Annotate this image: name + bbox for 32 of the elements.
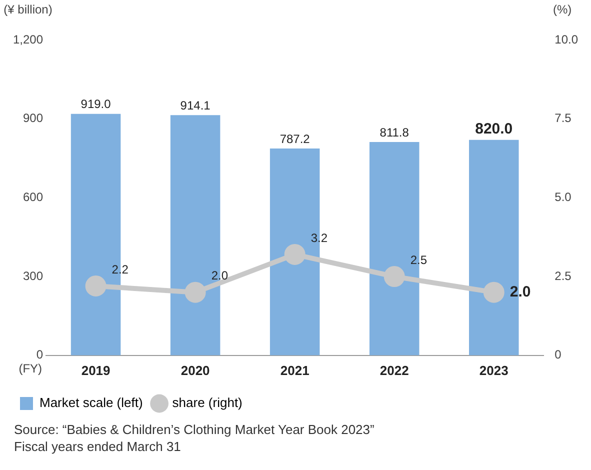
y2-tick-label: 5.0	[554, 190, 572, 204]
point	[384, 266, 405, 288]
y-tick-label: 1,200	[13, 32, 44, 46]
y2-tick-label: 2.5	[554, 268, 572, 283]
point	[85, 276, 106, 297]
x-tick-label: 2023	[479, 362, 508, 378]
y-tick-label: 300	[23, 268, 44, 283]
x-tick-label: 2021	[280, 362, 310, 378]
point	[483, 282, 504, 303]
legend-label: share (right)	[172, 395, 242, 410]
x-tick-label: 2022	[380, 362, 409, 378]
y-tick-label: 0	[36, 348, 44, 362]
data-label: 811.8	[380, 125, 410, 140]
y-tick-label: 600	[23, 190, 44, 204]
data-label: 919.0	[80, 97, 112, 112]
source-note: Source: “Babies & Children’s Clothing Market Year Book 2023”	[14, 422, 376, 437]
point	[284, 244, 306, 265]
y-axis-title: (¥ billion)	[4, 2, 52, 16]
x-axis-title: (FY)	[18, 362, 42, 376]
data-label: 914.1	[180, 98, 211, 112]
x-tick-label: 2019	[81, 362, 110, 378]
x-tick-label: 2020	[180, 362, 210, 378]
y2-axis-title: (%)	[552, 2, 572, 16]
data-label: 787.2	[280, 132, 310, 146]
data-label: 820.0	[475, 120, 513, 138]
text: Fiscal years ended March 31	[14, 439, 182, 454]
y2-tick-label: 10.0	[554, 32, 578, 46]
y2-tick-label: 0	[554, 348, 562, 362]
y-tick-label: 900	[23, 111, 44, 126]
point	[184, 282, 206, 303]
y2-tick-label: 7.5	[554, 111, 572, 126]
legend-label: Market scale (left)	[40, 395, 143, 410]
